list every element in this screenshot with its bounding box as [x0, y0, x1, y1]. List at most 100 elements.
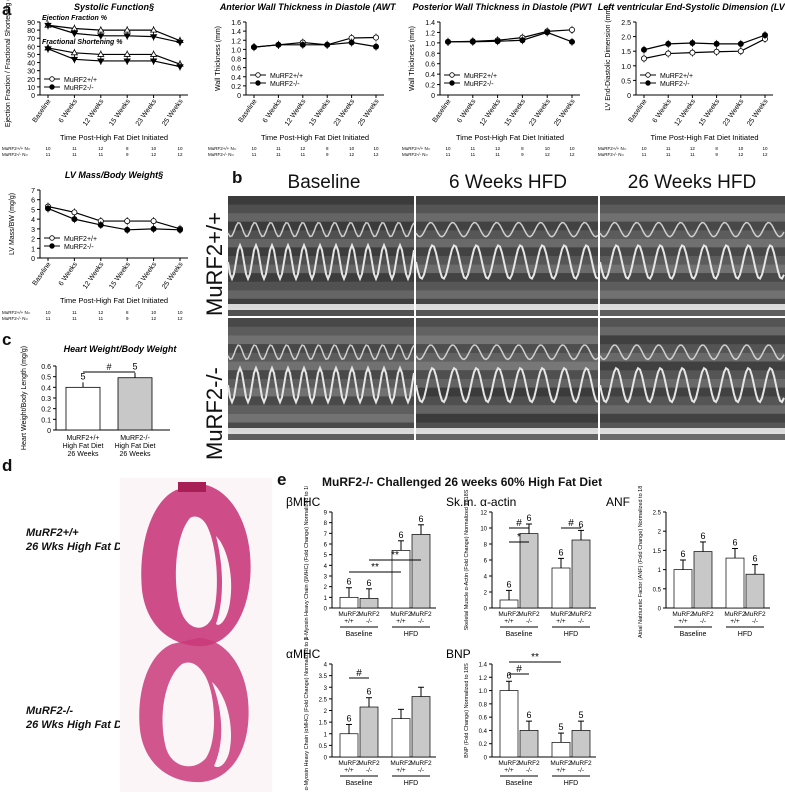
histology-ko-label: MuRF2-/- 26 Wks High Fat Diet: [26, 704, 135, 732]
category-genotype-label: -/-: [578, 767, 584, 774]
bar: [725, 557, 745, 609]
data-point: [324, 41, 331, 48]
data-point: [176, 64, 184, 71]
y-tick-label: 1.0: [621, 64, 631, 71]
category-genotype-label: -/-: [418, 618, 424, 625]
data-point: [70, 49, 79, 56]
data-point: [251, 44, 258, 51]
y-tick-label: 4: [324, 663, 328, 669]
panel-e-title: MuRF2-/- Challenged 26 weeks 60% High Fa…: [322, 475, 603, 489]
y-tick-label: 0: [658, 607, 662, 613]
n-table-ko-value: 12: [151, 152, 157, 157]
y-axis-label: α-Myosin Heavy Chain (αMHC) (Fold Change…: [304, 638, 310, 790]
y-tick-label: 90: [27, 20, 35, 27]
legend-ko: MuRF2-/-: [660, 81, 690, 88]
echo-wall-trace: [599, 366, 785, 404]
n-label: 6: [346, 713, 351, 723]
bar: [359, 706, 379, 758]
gene-chart-3: αMHC 0 0.5 1 1.5 2 2.5 3 3.5 4 α-Myosin Heavy Chai…: [286, 638, 436, 790]
echo-band: [600, 204, 785, 214]
series-line: [47, 24, 181, 43]
y-tick-label: 1.2: [425, 30, 435, 37]
hw-bw-chart: Heart Weight/Body Weight 0 0.1 0.2 0.3 0.4 0.5…: [21, 344, 177, 458]
echo-band: [600, 370, 785, 379]
data-point: [44, 22, 52, 30]
echo-band: [416, 431, 598, 440]
y-tick-label: 2.0: [621, 35, 631, 42]
y-axis-label: Heart Weight/Body Length (mg/g): [21, 346, 28, 450]
echo-band: [228, 405, 414, 414]
y-tick-label: 0.2: [231, 84, 241, 91]
n-table-wt-value: 8: [326, 146, 329, 151]
y-tick-label: 0: [31, 256, 35, 263]
data-point: [568, 26, 575, 33]
y-axis-label: Wall Thickness (mm): [215, 26, 222, 91]
echo-image-r0-c1: [415, 196, 599, 316]
echo-band: [416, 264, 598, 274]
data-point: [149, 26, 158, 33]
series-line: [47, 205, 181, 230]
n-table-ko-value: 9: [126, 316, 129, 321]
n-table-wt-value: 8: [126, 146, 129, 151]
data-point: [665, 50, 672, 57]
n-table-wt-value: 10: [151, 310, 157, 315]
y-tick-label: 0.2: [41, 407, 51, 414]
category-murf-label: MuRF2: [390, 760, 412, 767]
x-axis-label: Time Post-High Fat Diet Initiated: [261, 133, 369, 142]
n-table-ko-label: MuRF2-/- N=: [2, 316, 28, 321]
legend-marker: [49, 243, 55, 249]
y-tick-label: 2: [324, 709, 328, 715]
data-point: [713, 48, 720, 55]
n-table-wt-value: 11: [72, 146, 77, 151]
n-table-wt-value: 8: [521, 146, 524, 151]
n-label: 6: [578, 519, 583, 529]
panel-label-b: b: [232, 168, 243, 187]
y-tick-label: 1.0: [479, 689, 488, 695]
category-genotype-label: -/-: [752, 618, 758, 625]
echo-wall-trace: [227, 365, 415, 405]
y-tick-label: 5: [31, 207, 35, 214]
y-tick-label: 8: [484, 543, 488, 549]
n-table-ko-value: 12: [177, 316, 183, 321]
category-genotype-label: +/+: [556, 618, 566, 625]
data-point: [713, 40, 720, 47]
echo-band: [228, 370, 414, 379]
echo-pericardium: [416, 304, 598, 310]
n-table-ko-value: 11: [72, 316, 77, 321]
y-tick-label: 0: [431, 93, 435, 100]
y-tick-label: 60: [27, 44, 35, 51]
bar: [551, 742, 571, 758]
n-table-ko-value: 11: [446, 152, 451, 157]
data-point: [97, 50, 105, 57]
data-point: [641, 55, 648, 62]
histology-ko-line2: 26 Wks High Fat Diet: [26, 719, 135, 731]
n-label: 6: [700, 531, 705, 541]
y-tick-label: 7: [324, 532, 328, 538]
n-table-wt-value: 11: [276, 146, 281, 151]
echo-band: [416, 413, 598, 423]
chart-title: Systolic Function§: [74, 2, 155, 12]
echo-band: [600, 318, 785, 327]
y-tick-label: 1: [658, 568, 662, 574]
y-tick-label: 0.3: [41, 396, 51, 403]
y-axis-label: Atrial Natriuretic Factor (ANF) (Fold Ch…: [638, 486, 644, 638]
echo-band: [600, 326, 785, 336]
data-point: [44, 46, 52, 53]
n-table-ko-value: 11: [666, 152, 671, 157]
chart-title: βMHC: [286, 495, 321, 509]
y-axis-label: LV Mass/BW (mg/g): [9, 193, 16, 255]
y-tick-label: 0.5: [319, 744, 328, 750]
series-line: [47, 48, 181, 68]
echo-band: [228, 361, 414, 371]
echo-band: [600, 307, 785, 316]
panel-label-e: e: [277, 470, 287, 489]
y-tick-label: 0.8: [479, 702, 488, 708]
bar: [745, 573, 765, 609]
n-label: 6: [506, 670, 511, 680]
y-tick-label: 3.5: [319, 674, 328, 680]
bar: [391, 550, 411, 609]
n-table-wt-label: MuRF2+/+ N=: [402, 146, 431, 151]
group-label-baseline: Baseline: [506, 780, 533, 787]
data-point: [761, 32, 768, 39]
n-table-wt-value: 11: [470, 146, 475, 151]
